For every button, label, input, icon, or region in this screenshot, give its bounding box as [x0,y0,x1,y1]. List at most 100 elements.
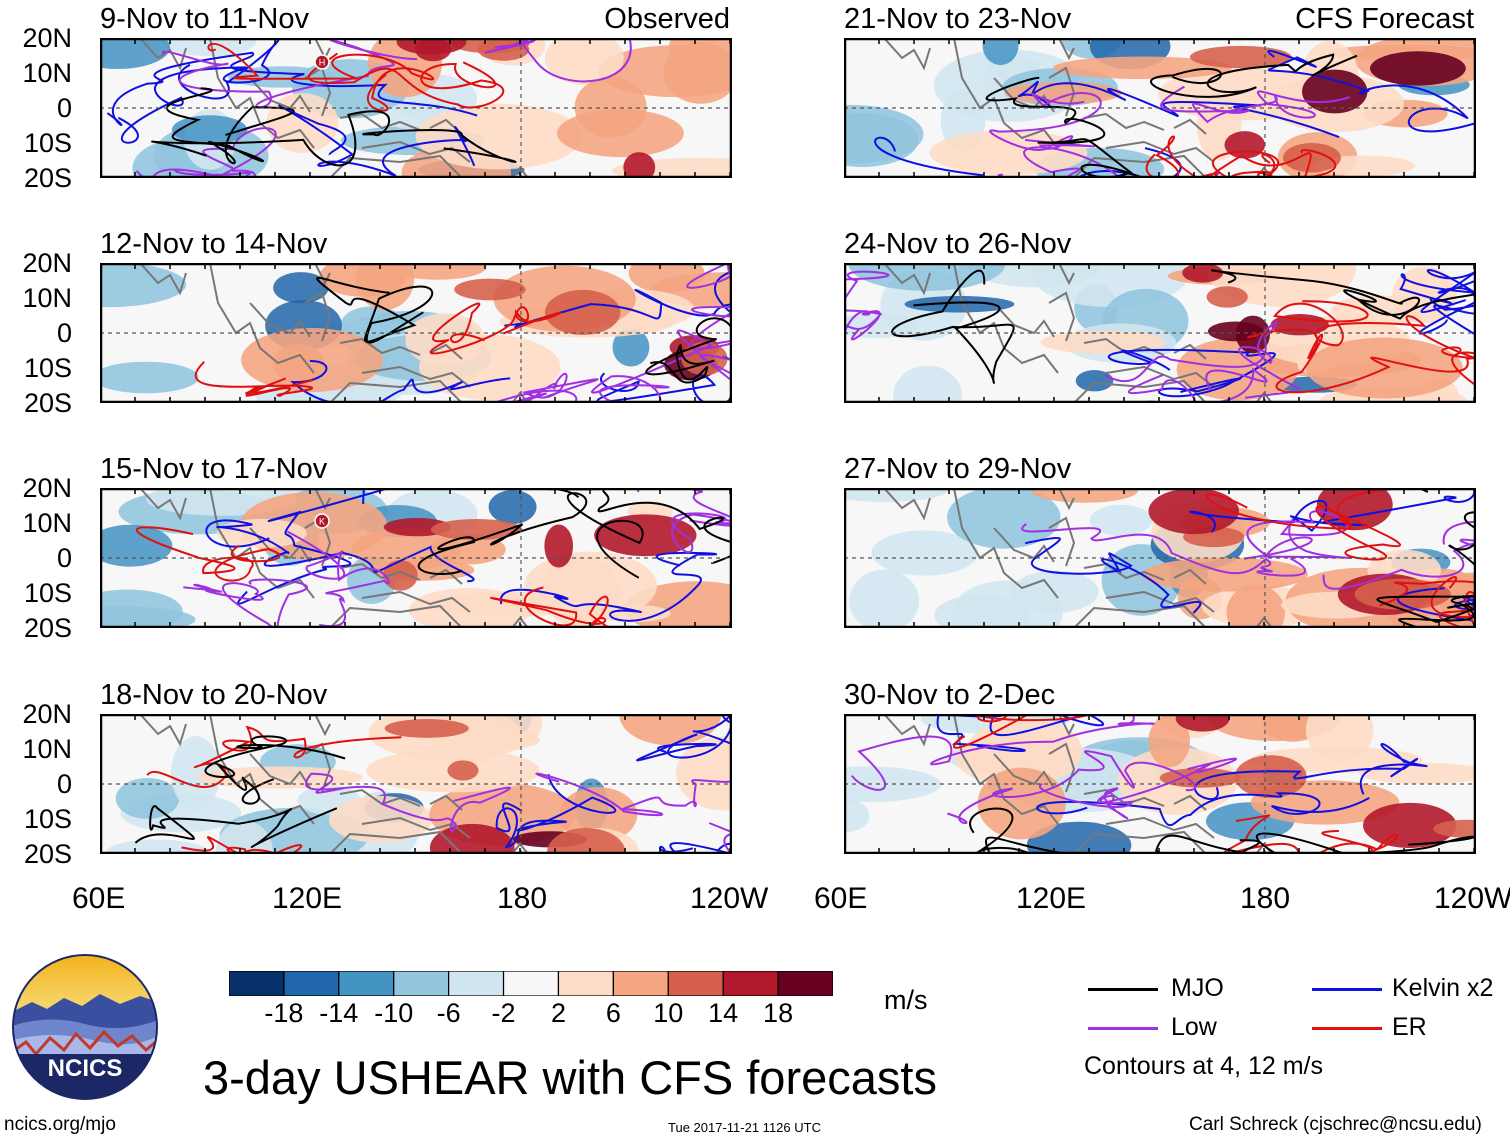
panel-title: 27-Nov to 29-Nov [844,453,1072,485]
colorbar-swatch [722,971,779,996]
footer-author: Carl Schreck (cjschrec@ncsu.edu) [1189,1114,1482,1135]
ncics-logo: NCICS [12,954,158,1100]
shear-blob [447,760,479,781]
shear-blob [384,718,469,738]
shear-blob [319,263,407,297]
contour-line [851,714,1155,791]
shear-blob [454,278,526,301]
shear-blob [1224,131,1266,159]
shear-blob [546,827,626,854]
shear-blob [1182,263,1224,283]
shear-blob [1234,755,1307,798]
map-panel-svg [100,714,732,854]
map-panel-svg: H [100,38,732,178]
lat-label: 20S [23,613,72,643]
contour-line [146,725,402,789]
panel-border [844,38,1476,178]
contour-line [636,488,732,554]
colorbar [229,971,833,996]
lat-label: 10S [23,578,72,608]
map-panel-svg [844,263,1476,403]
shear-blob [1026,821,1132,854]
colorbar-tick-label: -10 [374,998,414,1028]
shear-blob [594,514,697,557]
contour-line [305,772,511,833]
contour-line [844,270,890,341]
panel-title: 30-Nov to 2-Dec [844,679,1056,711]
lon-label-60e-left: 60E [72,882,126,915]
contour-line [947,750,1197,825]
legend-mjo-label: MJO [1171,974,1224,1002]
panel-border [100,263,732,403]
lat-label: 10N [22,734,72,764]
map-panel [844,38,1476,178]
contour-line [1160,85,1351,124]
shear-blob [396,38,467,55]
contour-line [535,752,732,817]
shear-blob [676,736,732,811]
shear-blob [171,736,221,810]
shear-blob [273,272,329,304]
legend-mjo-line [1088,988,1158,991]
contour-line [1017,80,1340,139]
shear-blob [871,530,979,576]
shear-blob [612,327,650,367]
colorbar-swatch [448,971,505,996]
lat-label: 10S [23,804,72,834]
contour-line [1322,515,1476,590]
contour-line [194,361,313,397]
colorbar-swatch [338,971,395,996]
map-panel [100,263,732,403]
lat-label: 10S [23,128,72,158]
panel-title: 9-Nov to 11-Nov [100,3,309,35]
lon-label-120e-left: 120E [272,882,343,915]
contour-line [874,136,1182,178]
shear-blob [1053,56,1233,80]
colorbar-tick-label: -18 [264,998,304,1028]
map-panel [844,714,1476,854]
panel-tag: Observed [604,3,730,35]
contour-line [117,39,280,144]
lat-label: 20N [22,699,72,729]
shear-blob [100,38,171,69]
contour-line [1150,53,1358,98]
shear-blob [388,263,487,280]
shear-blob [1148,714,1190,768]
shear-blob [947,488,1061,549]
contour-line [106,51,478,127]
colorbar-swatch [393,971,450,996]
shear-blob [115,777,180,819]
lat-label: 20N [22,23,72,53]
shear-blob [1142,557,1308,592]
legend-low-line [1088,1027,1158,1030]
contour-line [1021,523,1307,577]
colorbar-tick-label: 6 [605,998,621,1028]
colorbar-tick-label: 10 [653,998,684,1028]
shear-blob [904,295,1015,313]
shear-blob [100,606,196,628]
legend-kelvin-label: Kelvin x2 [1392,974,1494,1002]
colorbar-swatch [557,971,614,996]
legend-er-line [1312,1027,1382,1030]
lat-label: 20S [23,839,72,869]
shear-blob [100,263,187,308]
map-panel [844,488,1476,628]
map-panel-svg: K [100,488,732,628]
contour-line [1247,328,1476,394]
map-panel-svg [844,38,1476,178]
footer-link[interactable]: ncics.org/mjo [4,1114,116,1135]
colorbar-tick-label: 2 [550,998,566,1028]
lat-label: 10S [23,353,72,383]
shear-blob [215,820,273,854]
contour-line [969,807,1255,854]
contour-line [1189,488,1476,533]
panel-tag: CFS Forecast [1295,3,1474,35]
contour-line [1418,488,1476,567]
lon-label-180-left: 180 [497,882,548,915]
contour-line [1024,536,1202,614]
shear-blob [1159,768,1241,788]
contour-line [1267,49,1476,133]
panel-border [100,488,732,628]
contour-line [181,836,316,854]
contour-line [891,269,1015,384]
